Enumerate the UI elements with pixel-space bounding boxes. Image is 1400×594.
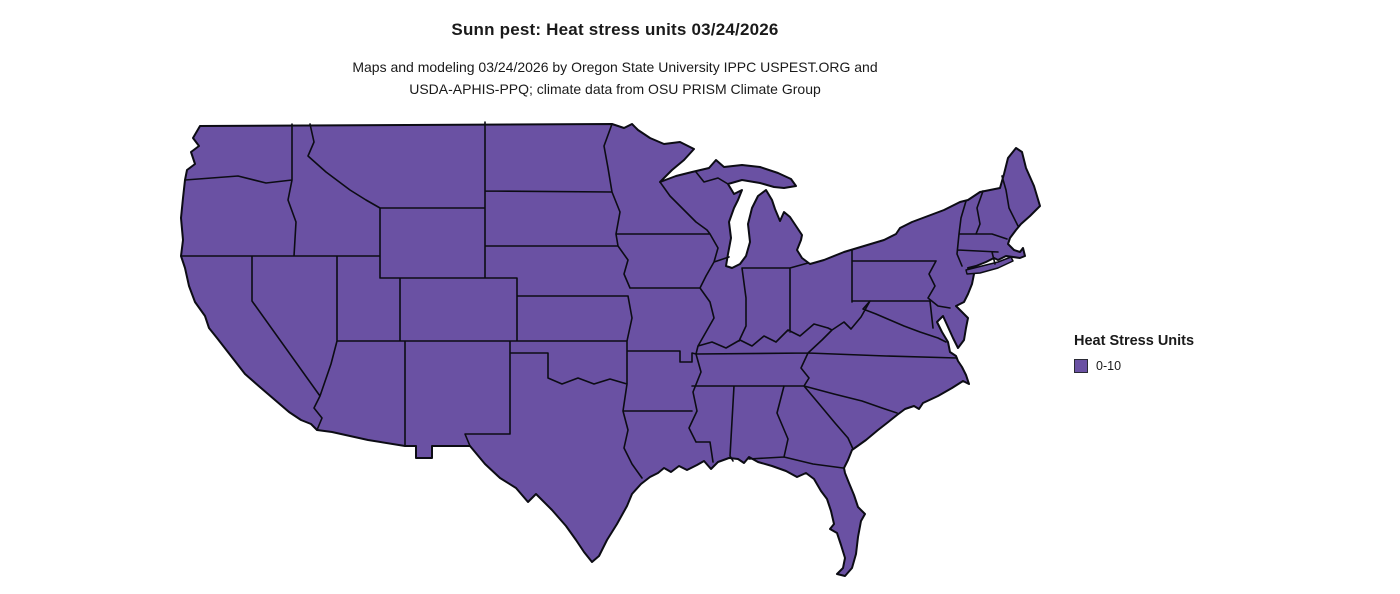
subtitle: Maps and modeling 03/24/2026 by Oregon S… bbox=[0, 56, 1230, 100]
us-states-fill bbox=[180, 123, 1041, 577]
us-map bbox=[180, 114, 1050, 592]
subtitle-line-2: USDA-APHIS-PPQ; climate data from OSU PR… bbox=[409, 81, 821, 97]
legend: Heat Stress Units 0-10 bbox=[1074, 333, 1194, 373]
legend-item: 0-10 bbox=[1074, 359, 1194, 373]
page-title: Sunn pest: Heat stress units 03/24/2026 bbox=[451, 20, 779, 39]
long-island-fill bbox=[965, 256, 1014, 275]
state-borders bbox=[180, 121, 1019, 479]
legend-item-label: 0-10 bbox=[1096, 359, 1122, 373]
us-map-svg bbox=[180, 121, 1041, 577]
legend-title: Heat Stress Units bbox=[1074, 333, 1195, 349]
subtitle-line-1: Maps and modeling 03/24/2026 by Oregon S… bbox=[352, 59, 878, 75]
legend-swatch-icon bbox=[1074, 359, 1088, 373]
